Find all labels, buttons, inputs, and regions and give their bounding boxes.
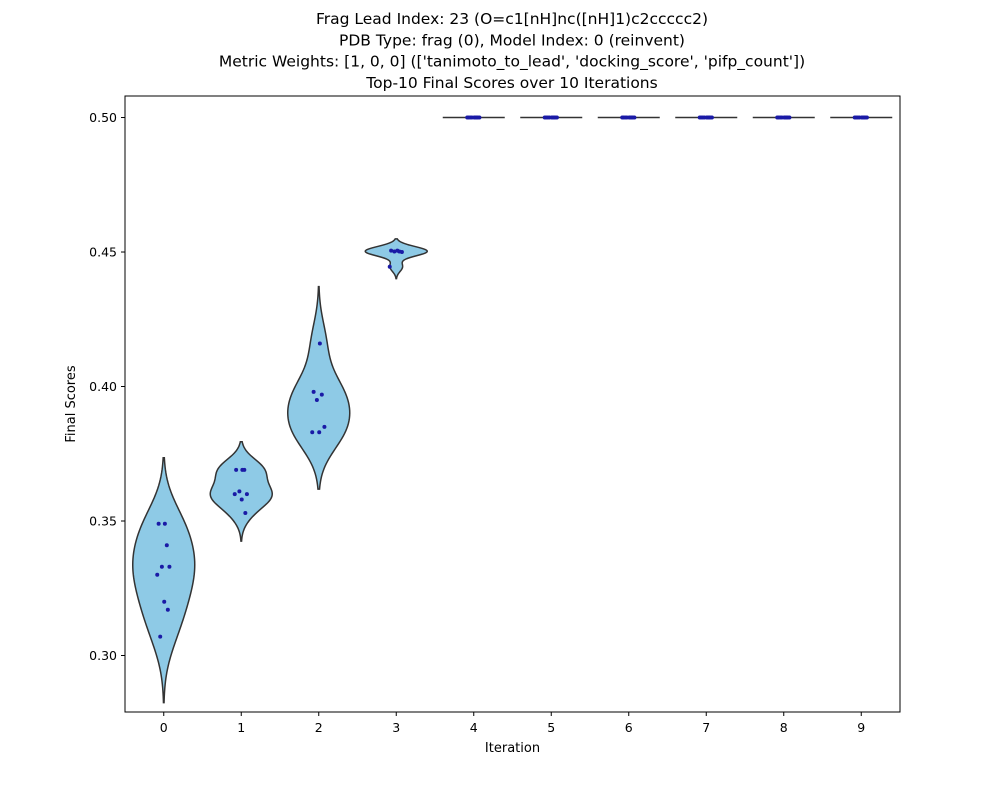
data-point xyxy=(243,510,248,515)
data-point xyxy=(162,599,167,604)
y-tick-label: 0.40 xyxy=(89,379,117,394)
y-tick-label: 0.30 xyxy=(89,648,117,663)
data-point xyxy=(389,248,394,253)
x-tick-label: 7 xyxy=(702,720,710,735)
x-tick-label: 8 xyxy=(780,720,788,735)
title-line-2: PDB Type: frag (0), Model Index: 0 (rein… xyxy=(339,31,685,49)
x-tick-label: 2 xyxy=(315,720,323,735)
data-point xyxy=(322,424,327,429)
data-point xyxy=(158,634,163,639)
x-tick-label: 1 xyxy=(237,720,245,735)
data-point xyxy=(167,564,172,569)
x-axis-label: Iteration xyxy=(485,741,540,756)
data-point xyxy=(852,115,857,120)
data-point xyxy=(387,264,392,269)
data-point xyxy=(164,543,169,548)
plot-area-frame xyxy=(124,95,901,713)
title-line-4: Top-10 Final Scores over 10 Iterations xyxy=(365,74,657,92)
data-point xyxy=(156,521,161,526)
data-point xyxy=(319,392,324,397)
data-point xyxy=(244,492,249,497)
data-point xyxy=(237,489,242,494)
data-point xyxy=(155,572,160,577)
data-point xyxy=(234,467,239,472)
data-point xyxy=(162,521,167,526)
data-point xyxy=(310,430,315,435)
data-point xyxy=(697,115,702,120)
data-point xyxy=(551,115,556,120)
x-tick-label: 4 xyxy=(470,720,478,735)
x-tick-label: 3 xyxy=(392,720,400,735)
data-point xyxy=(314,397,319,402)
chart-title: Frag Lead Index: 23 (O=c1[nH]nc([nH]1)c2… xyxy=(219,10,805,92)
data-point xyxy=(700,115,705,120)
data-point xyxy=(468,115,473,120)
data-point xyxy=(620,115,625,120)
data-point xyxy=(861,115,866,120)
x-tick-label: 5 xyxy=(547,720,555,735)
violins-layer xyxy=(131,116,893,704)
x-axis: 0 1 2 3 4 5 6 7 8 9 xyxy=(160,712,865,735)
data-point xyxy=(392,249,397,254)
y-axis: 0.30 0.35 0.40 0.45 0.50 xyxy=(89,110,125,663)
data-point xyxy=(159,564,164,569)
data-point xyxy=(545,115,550,120)
data-point xyxy=(778,115,783,120)
violin-0 xyxy=(131,456,196,704)
violin-3 xyxy=(364,238,429,280)
points-layer xyxy=(155,115,869,639)
title-line-3: Metric Weights: [1, 0, 0] (['tanimoto_to… xyxy=(219,53,805,72)
data-point xyxy=(311,389,316,394)
data-point xyxy=(784,115,789,120)
data-point xyxy=(165,607,170,612)
y-axis-label: Final Scores xyxy=(64,365,79,443)
data-point xyxy=(623,115,628,120)
data-point xyxy=(706,115,711,120)
y-tick-label: 0.50 xyxy=(89,110,117,125)
data-point xyxy=(239,497,244,502)
data-point xyxy=(242,467,247,472)
data-point xyxy=(542,115,547,120)
data-point xyxy=(629,115,634,120)
x-tick-label: 6 xyxy=(625,720,633,735)
x-tick-label: 0 xyxy=(160,720,168,735)
data-point xyxy=(465,115,470,120)
data-point xyxy=(855,115,860,120)
data-point xyxy=(399,250,404,255)
data-point xyxy=(317,341,322,346)
title-line-1: Frag Lead Index: 23 (O=c1[nH]nc([nH]1)c2… xyxy=(316,10,708,28)
x-tick-label: 9 xyxy=(857,720,865,735)
data-point xyxy=(232,492,237,497)
y-tick-label: 0.35 xyxy=(89,514,117,529)
violin-2 xyxy=(286,285,351,490)
data-point xyxy=(474,115,479,120)
data-point xyxy=(775,115,780,120)
y-tick-label: 0.45 xyxy=(89,245,117,260)
data-point xyxy=(317,430,322,435)
